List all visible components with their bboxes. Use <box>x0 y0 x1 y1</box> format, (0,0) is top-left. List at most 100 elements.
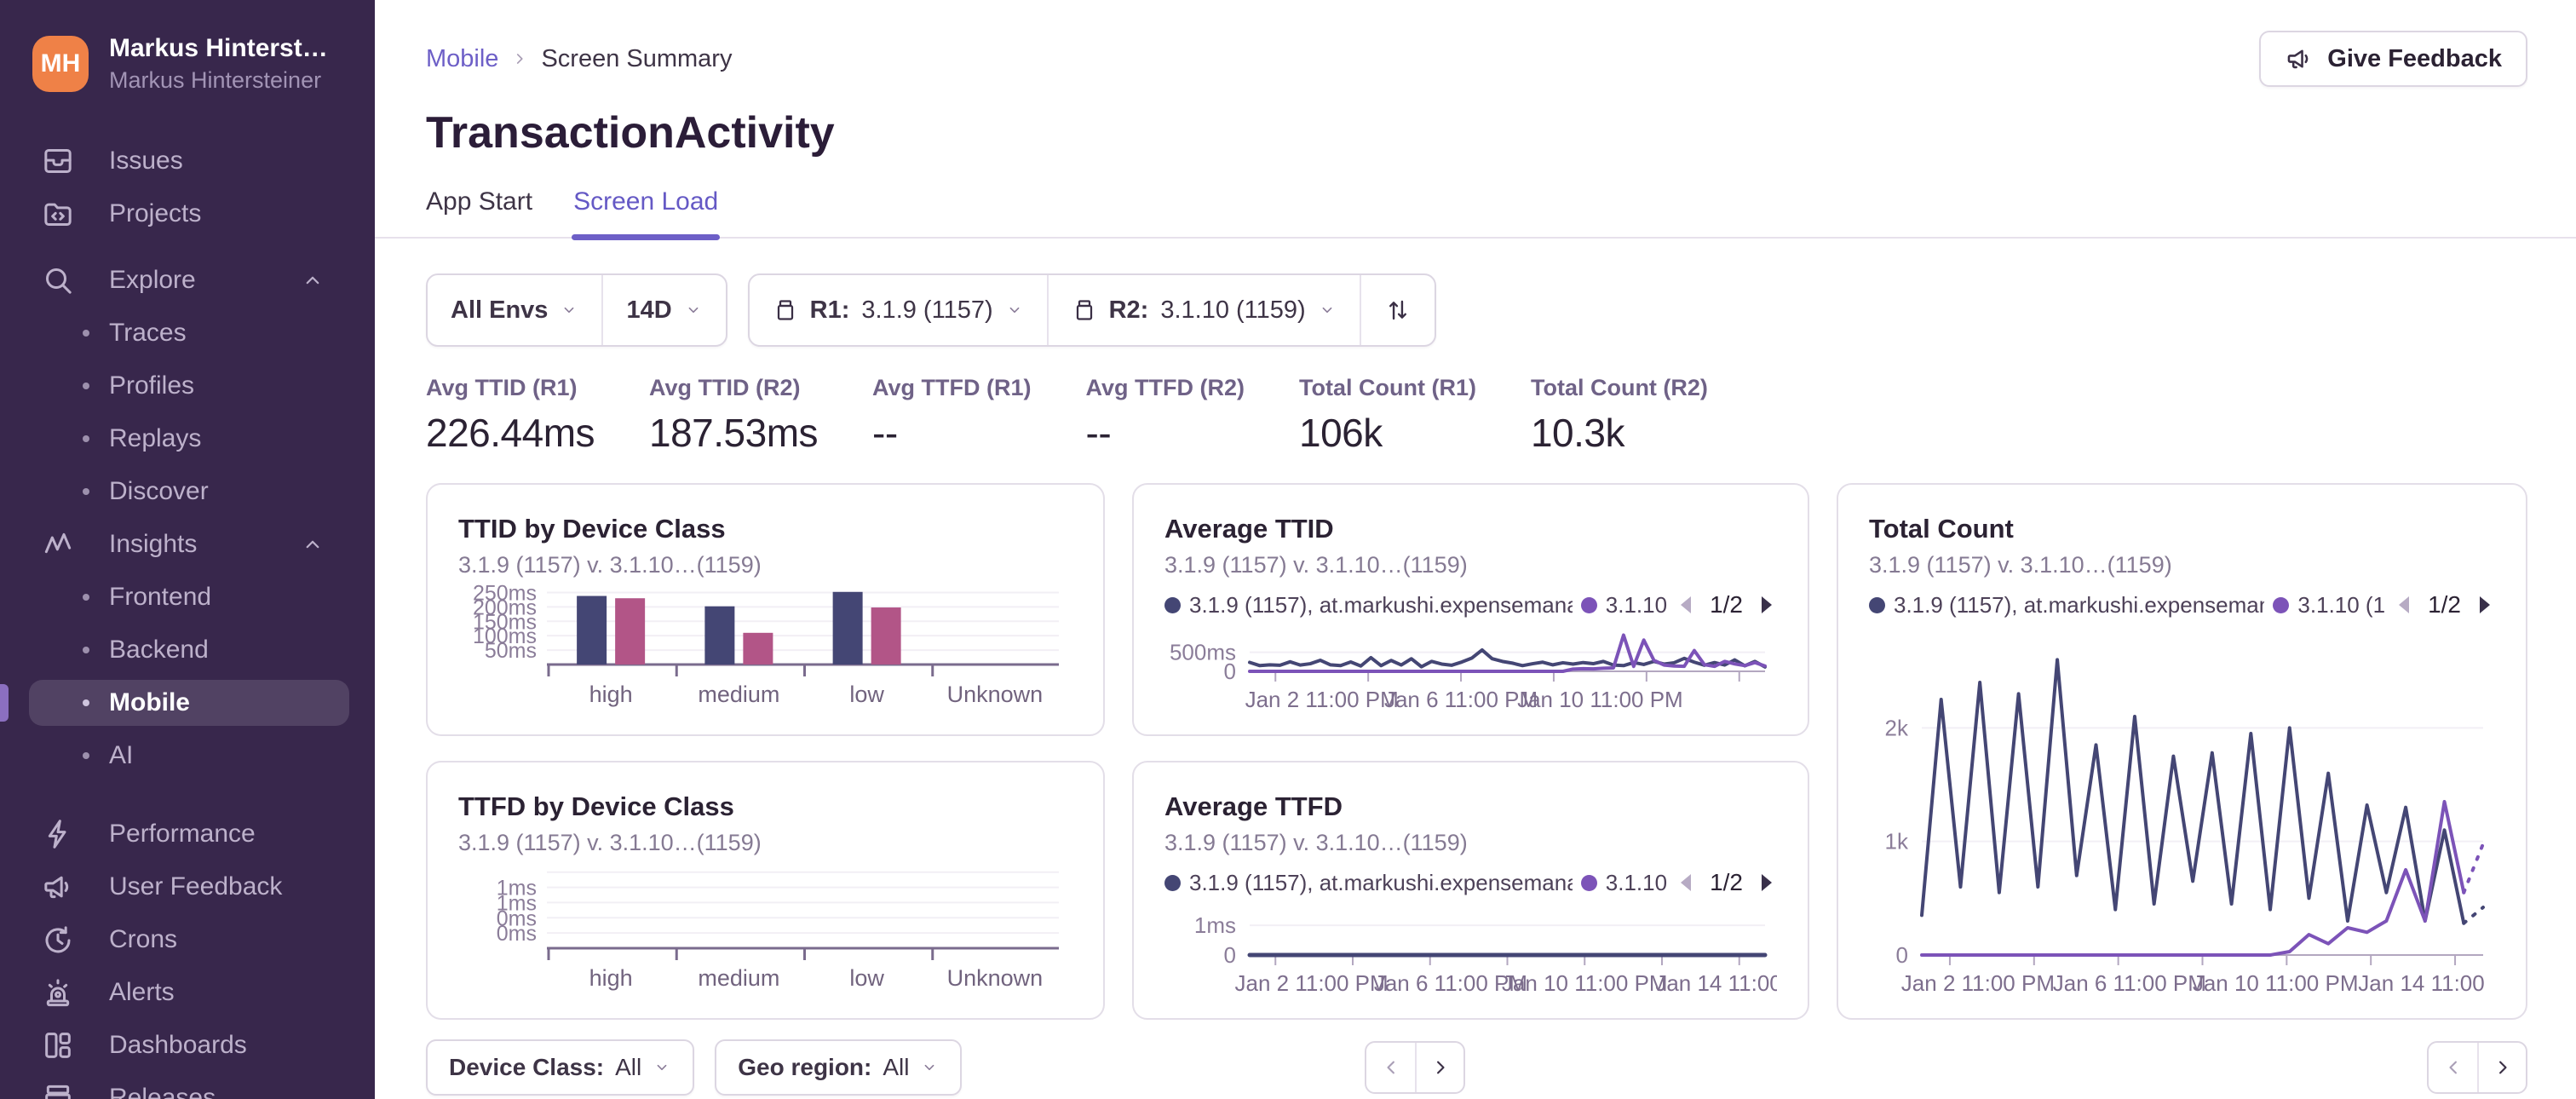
sidebar-item-label: Dashboards <box>109 1031 247 1059</box>
svg-text:0ms: 0ms <box>497 906 537 930</box>
svg-text:medium: medium <box>698 682 779 707</box>
user-org: Markus Hintersteiner <box>109 67 322 93</box>
sidebar-item-user-feedback[interactable]: User Feedback <box>0 860 375 913</box>
legend-page-indicator: 1/2 <box>1710 869 1743 895</box>
sidebar-item-projects[interactable]: Projects <box>0 187 375 240</box>
secondary-prev-page-button[interactable] <box>2429 1043 2477 1092</box>
chevron-right-icon <box>517 54 524 64</box>
legend-prev-icon[interactable] <box>1676 594 1696 616</box>
device-class-filter[interactable]: Device Class: All <box>426 1039 695 1096</box>
svg-text:0: 0 <box>1224 659 1236 684</box>
stats-row: Avg TTID (R1) 226.44ms Avg TTID (R2) 187.53… <box>426 375 2527 456</box>
date-range-select[interactable]: 14D <box>601 275 725 345</box>
breadcrumb-current: Screen Summary <box>541 44 733 72</box>
give-feedback-button[interactable]: Give Feedback <box>2259 31 2527 87</box>
legend-prev-icon[interactable] <box>2394 594 2414 616</box>
sidebar-item-traces[interactable]: Traces <box>0 307 375 360</box>
stat-label: Total Count (R1) <box>1299 375 1476 400</box>
sidebar-item-dashboards[interactable]: Dashboards <box>0 1019 375 1072</box>
stat-value: 10.3k <box>1530 411 1625 455</box>
sidebar-item-label: Releases <box>109 1084 216 1099</box>
sidebar-item-label: Insights <box>109 530 198 558</box>
sidebar-item-label: Replays <box>109 424 202 452</box>
legend-label: 3.1.10 (1 <box>2297 591 2386 618</box>
stat: Total Count (R2) 10.3k <box>1531 375 1708 456</box>
sidebar-item-label: Traces <box>109 319 187 347</box>
sidebar-item-insights[interactable]: Insights <box>0 518 375 571</box>
active-item-indicator <box>0 684 9 722</box>
stat-label: Avg TTFD (R1) <box>872 375 1032 400</box>
insights-icon <box>44 532 72 554</box>
stat: Total Count (R1) 106k <box>1299 375 1476 456</box>
tab-screen-load[interactable]: Screen Load <box>572 187 721 240</box>
main-content: Mobile Screen Summary Give Feedback Tran… <box>375 0 2576 1099</box>
sidebar-item-ai[interactable]: AI <box>0 729 375 782</box>
bullet-icon <box>83 594 89 601</box>
secondary-pagination <box>2427 1041 2527 1094</box>
sidebar-item-label: Discover <box>109 477 209 505</box>
stat-value: 226.44ms <box>426 411 595 455</box>
sidebar-item-releases[interactable]: Releases <box>0 1072 375 1099</box>
legend-label: 3.1.10 <box>1605 869 1668 895</box>
legend-next-icon[interactable] <box>1757 872 1777 894</box>
ttfd-by-device-class-chart: 1ms 1ms 0ms 0ms high medium low Unknown <box>458 856 1072 998</box>
legend-dot <box>1580 596 1597 613</box>
megaphone-icon <box>44 876 69 899</box>
stat-label: Avg TTFD (R2) <box>1085 375 1245 400</box>
release2-select[interactable]: R2: 3.1.10 (1159) <box>1046 275 1360 345</box>
stat: Avg TTID (R1) 226.44ms <box>426 375 595 456</box>
bullet-icon <box>83 383 89 389</box>
chevron-down-icon <box>657 1064 667 1071</box>
releases-icon <box>45 1085 71 1099</box>
svg-text:Jan 10 11:00 PM: Jan 10 11:00 PM <box>2193 970 2359 996</box>
release2-value: 3.1.10 (1159) <box>1160 296 1306 324</box>
chevron-up-icon <box>306 540 319 549</box>
sidebar-item-explore[interactable]: Explore <box>0 254 375 307</box>
stat-value: 187.53ms <box>649 411 819 455</box>
legend-dot <box>1580 874 1597 891</box>
breadcrumb: Mobile Screen Summary <box>426 45 2259 73</box>
legend-prev-icon[interactable] <box>1676 872 1696 894</box>
total-count-legend: 3.1.9 (1157), at.markushi.expensemanage 3… <box>1869 587 2495 623</box>
sidebar-item-replays[interactable]: Replays <box>0 412 375 465</box>
card-title: Average TTFD <box>1164 791 1343 821</box>
geo-region-filter[interactable]: Geo region: All <box>715 1039 963 1096</box>
sidebar-item-issues[interactable]: Issues <box>0 135 375 187</box>
environment-select[interactable]: All Envs <box>428 275 601 345</box>
chevron-down-icon <box>925 1064 934 1071</box>
legend-dot <box>1869 596 1885 613</box>
card-subtitle: 3.1.9 (1157) v. 3.1.10…(1159) <box>1164 830 1468 855</box>
average-ttfd-chart: 1ms 0 Jan 2 11:00 PM Jan 6 11:00 PM Jan 10 1… <box>1164 900 1777 998</box>
release1-label: R1: <box>809 296 850 324</box>
sidebar-item-crons[interactable]: Crons <box>0 913 375 966</box>
charts-prev-page-button[interactable] <box>1366 1043 1415 1092</box>
sidebar-item-profiles[interactable]: Profiles <box>0 360 375 412</box>
swap-releases-button[interactable] <box>1359 275 1435 345</box>
package-icon <box>1076 300 1092 320</box>
card-title: TTFD by Device Class <box>458 791 734 821</box>
lightning-icon <box>48 820 66 849</box>
average-ttid-legend: 3.1.9 (1157), at.markushi.expensemanage 3… <box>1164 587 1777 623</box>
sidebar-item-discover[interactable]: Discover <box>0 465 375 518</box>
breadcrumb-link-mobile[interactable]: Mobile <box>426 44 499 72</box>
sidebar-item-frontend[interactable]: Frontend <box>0 571 375 624</box>
sidebar-item-backend[interactable]: Backend <box>0 624 375 676</box>
page-title: TransactionActivity <box>426 108 835 158</box>
legend-next-icon[interactable] <box>1757 594 1777 616</box>
sidebar-item-performance[interactable]: Performance <box>0 808 375 860</box>
give-feedback-label: Give Feedback <box>2327 44 2502 72</box>
org-user-menu[interactable]: MH Markus Hinterst… Markus Hintersteiner <box>0 0 375 94</box>
secondary-next-page-button[interactable] <box>2477 1043 2526 1092</box>
charts-next-page-button[interactable] <box>1415 1043 1463 1092</box>
sidebar-item-alerts[interactable]: Alerts <box>0 966 375 1019</box>
sidebar-item-mobile[interactable]: Mobile <box>0 676 375 729</box>
svg-text:Unknown: Unknown <box>947 682 1044 707</box>
search-icon <box>46 268 72 294</box>
release1-select[interactable]: R1: 3.1.9 (1157) <box>750 275 1047 345</box>
siren-icon <box>46 979 70 1007</box>
clock-icon <box>45 926 71 953</box>
issues-icon <box>44 149 72 173</box>
legend-next-icon[interactable] <box>2475 594 2495 616</box>
tab-app-start[interactable]: App Start <box>426 187 533 216</box>
